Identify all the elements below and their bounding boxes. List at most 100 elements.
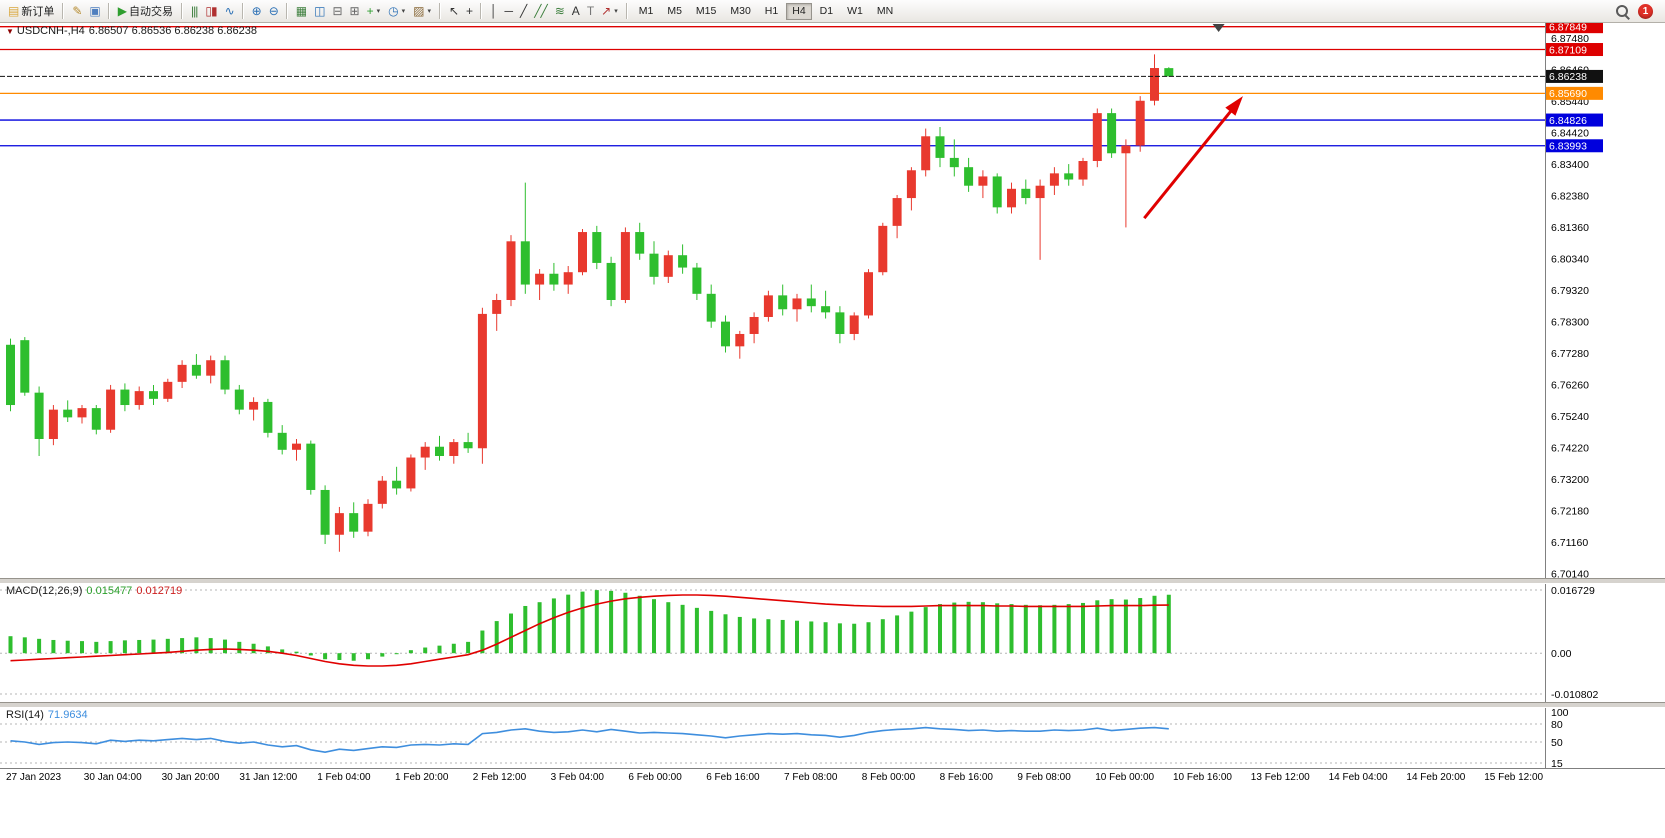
candle-body <box>606 262 616 300</box>
tile-windows-icon: ▦ <box>295 4 307 18</box>
new-order-button[interactable]: ▤ 新订单 <box>4 2 58 20</box>
candle-body <box>320 489 330 535</box>
fibonacci-button[interactable]: ≋ <box>551 2 568 20</box>
cursor-icon: ↖ <box>448 4 459 18</box>
ohlc-values: 6.86507 6.86536 6.86238 6.86238 <box>88 25 257 37</box>
macd-histogram-bar <box>866 622 871 654</box>
candle-body <box>149 391 158 399</box>
timeframe-button-h4[interactable]: H4 <box>786 2 812 20</box>
candlestick-chart-icon: ▯▮ <box>205 4 217 18</box>
time-axis[interactable]: 27 Jan 2023 30 Jan 04:00 30 Jan 20:00 31 Ja… <box>0 768 1665 789</box>
arrange-vertical-button[interactable]: ⊞ <box>346 2 363 20</box>
candle-body <box>6 344 15 406</box>
macd-histogram-bar <box>852 623 857 654</box>
panel-splitter[interactable] <box>0 702 1665 708</box>
periods-button[interactable]: ◷ ▾ <box>384 2 409 20</box>
vertical-line-button[interactable]: │ <box>486 2 501 20</box>
macd-histogram-bar <box>566 594 571 654</box>
candle-body <box>1007 188 1016 208</box>
macd-histogram-bar <box>680 604 685 654</box>
macd-histogram-bar <box>609 590 614 654</box>
collapse-icon[interactable]: ▼ <box>6 27 14 36</box>
timeframe-button-m15[interactable]: M15 <box>690 3 722 20</box>
time-axis-label: 31 Jan 12:00 <box>239 772 298 783</box>
macd-histogram-bar <box>995 603 1000 654</box>
candlestick-chart[interactable]: 6.874806.864606.854406.844206.834006.823… <box>0 22 1665 578</box>
candle-body <box>749 316 759 334</box>
line-chart-button[interactable]: ∿ <box>221 2 238 20</box>
cursor-button[interactable]: ↖ <box>445 2 462 20</box>
macd-histogram-bar <box>94 641 99 654</box>
timeframe-button-mn[interactable]: MN <box>871 3 899 20</box>
price-axis-label: 6.79320 <box>1551 285 1589 297</box>
timeframe-button-m1[interactable]: M1 <box>633 3 660 20</box>
horizontal-line-button[interactable]: ─ <box>501 2 517 20</box>
candle-body <box>620 232 630 300</box>
auto-trading-button[interactable]: ▶ 自动交易 <box>114 2 177 20</box>
search-icon[interactable] <box>1615 4 1630 19</box>
macd-indicator[interactable]: 0.016729 0.00 -0.010802 <box>0 582 1665 702</box>
crosshair-button[interactable]: + <box>462 2 476 20</box>
candle-body <box>678 255 688 268</box>
channel-icon: ╱╱ <box>534 4 547 18</box>
candle-body <box>992 176 1002 208</box>
crosshair-icon: + <box>466 4 473 18</box>
price-axis-label: 6.73200 <box>1551 474 1589 486</box>
candle-body <box>549 273 559 285</box>
new-chart-icon: + <box>366 4 374 18</box>
candlestick-chart-button[interactable]: ▯▮ <box>201 2 220 20</box>
macd-signal-line <box>10 594 1169 667</box>
price-axis-label: 6.74220 <box>1551 442 1589 454</box>
metaeditor-button[interactable]: ✎ <box>68 2 85 20</box>
panel-splitter[interactable] <box>0 578 1665 584</box>
candle-body <box>663 255 673 277</box>
arrows-button[interactable]: ↗ ▾ <box>597 2 622 20</box>
macd-histogram-bar <box>1138 598 1143 654</box>
bottom-filler <box>0 789 1665 838</box>
macd-histogram-bar <box>1023 604 1028 654</box>
trendline-button[interactable]: ╱ <box>516 2 530 20</box>
timeframe-button-m5[interactable]: M5 <box>661 3 688 20</box>
macd-histogram-bar <box>423 647 428 654</box>
terminal-button[interactable]: ▣ <box>85 2 103 20</box>
candle-body <box>520 241 530 285</box>
toolbar-right: 1 <box>1615 3 1661 19</box>
candle-body <box>392 480 402 489</box>
time-axis-label: 3 Feb 04:00 <box>550 772 604 783</box>
zoom-out-button[interactable]: ⊖ <box>265 2 282 20</box>
label-button[interactable]: T <box>583 2 597 20</box>
candle-body <box>592 232 602 263</box>
text-button[interactable]: A <box>568 2 583 20</box>
notification-badge[interactable]: 1 <box>1638 3 1653 19</box>
tile-windows-button[interactable]: ▦ <box>292 2 310 20</box>
price-axis-label: 6.71160 <box>1551 537 1588 549</box>
channel-button[interactable]: ╱╱ <box>530 2 550 20</box>
price-axis-label: 6.80340 <box>1551 253 1589 265</box>
cascade-windows-button[interactable]: ◫ <box>310 2 328 20</box>
toolbar-separator <box>107 3 110 19</box>
level-price-badge-text: 6.87109 <box>1549 44 1587 56</box>
time-axis-label: 7 Feb 08:00 <box>784 772 838 783</box>
chart-quote: ▼ USDCNH-,H4 6.86507 6.86536 6.86238 6.862… <box>6 25 261 37</box>
macd-histogram-bar <box>480 630 485 654</box>
templates-button[interactable]: ▨ ▾ <box>409 2 435 20</box>
trend-arrow-line[interactable] <box>1143 106 1236 220</box>
arrange-horizontal-button[interactable]: ⊟ <box>328 2 345 20</box>
level-price-badge-text: 6.83993 <box>1549 141 1587 153</box>
candle-body <box>177 364 187 382</box>
text-icon: A <box>571 4 580 18</box>
price-axis-label: 6.87480 <box>1551 33 1589 45</box>
timeframe-button-h1[interactable]: H1 <box>759 3 784 20</box>
macd-histogram-bar <box>652 599 656 654</box>
candle-body <box>1064 173 1074 180</box>
shift-marker[interactable] <box>1212 24 1225 32</box>
timeframe-button-d1[interactable]: D1 <box>814 3 839 20</box>
timeframe-button-w1[interactable]: W1 <box>841 3 869 20</box>
time-axis-label: 13 Feb 12:00 <box>1250 772 1310 783</box>
candle-body <box>849 315 859 334</box>
zoom-in-button[interactable]: ⊕ <box>248 2 265 20</box>
timeframe-button-m30[interactable]: M30 <box>724 3 756 20</box>
bar-chart-button[interactable]: ||| <box>187 2 201 20</box>
new-chart-button[interactable]: + ▾ <box>363 2 385 20</box>
